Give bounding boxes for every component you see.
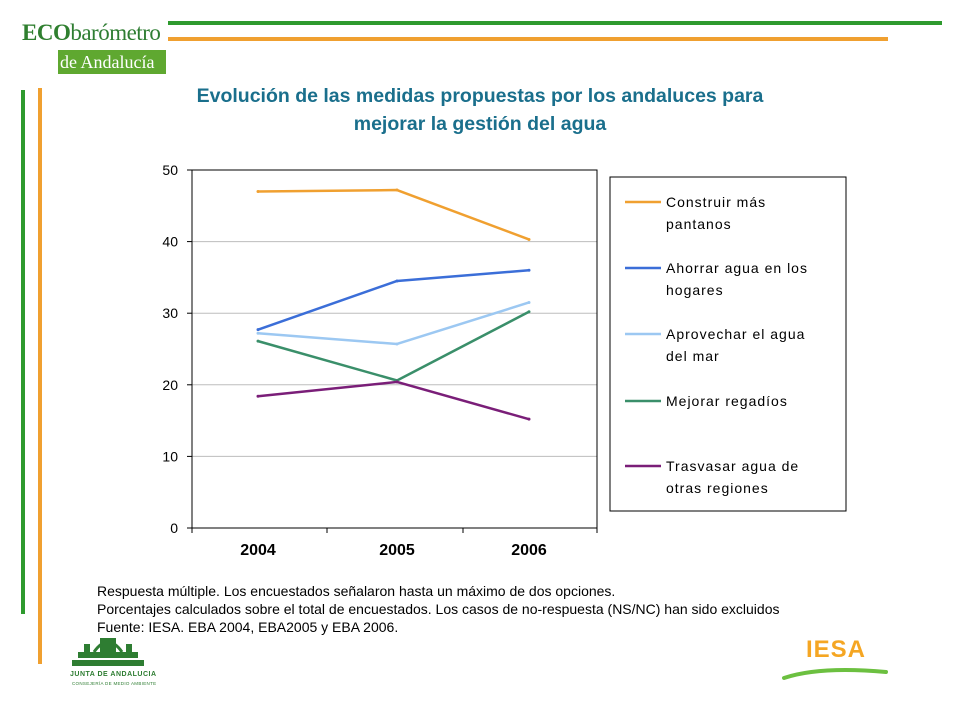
series-3-point-2004 — [256, 331, 260, 335]
x-category-label: 2004 — [240, 542, 276, 559]
chart-title-line-2: mejorar la gestión del agua — [353, 113, 607, 135]
series-line-1 — [257, 188, 530, 241]
series-1-point-2005 — [395, 188, 399, 192]
logo-eco-prefix: ECO — [22, 20, 71, 45]
iesa-logo: IESA — [806, 636, 867, 663]
legend-label-1: pantanos — [666, 216, 732, 232]
gridlines — [192, 169, 597, 457]
chart-title: Evolución de las medidas propuestas por … — [100, 82, 860, 138]
legend-label-5: otras regiones — [666, 480, 769, 496]
junta-subtitle: CONSEJERÍA DE MEDIO AMBIENTE — [72, 681, 157, 686]
legend-box — [609, 176, 847, 512]
legend-label-3: Aprovechar el agua — [666, 326, 805, 342]
series-2-point-2004 — [256, 328, 260, 332]
footnote-multiple: Respuesta múltiple. Los encuestados seña… — [97, 583, 616, 599]
y-tick-label: 40 — [162, 234, 178, 250]
series-5-point-2004 — [256, 394, 260, 398]
iesa-swoosh-icon — [782, 668, 888, 680]
top-rule-orange — [168, 37, 888, 41]
series-1-point-2006 — [527, 237, 531, 241]
junta-andalucia-emblem-icon — [72, 638, 144, 666]
junta-name: JUNTA DE ANDALUCIA — [70, 671, 157, 678]
legend-label-3: del mar — [666, 348, 720, 364]
y-tick-label: 30 — [162, 305, 178, 321]
legend-label-5: Trasvasar agua de — [666, 458, 799, 474]
legend-label-2: Ahorrar agua en los — [666, 260, 808, 276]
legend-label-2: hogares — [666, 282, 724, 298]
series-2-point-2005 — [395, 279, 399, 283]
y-tick-label: 20 — [162, 377, 178, 393]
y-tick-label: 50 — [162, 162, 178, 178]
y-tick-label: 0 — [170, 520, 178, 536]
series-4-point-2006 — [527, 310, 531, 314]
series-line-5 — [257, 380, 530, 421]
top-rule-green — [168, 21, 942, 25]
series-line-3 — [257, 301, 530, 346]
axes: 0 10 20 30 40 50 2004 2005 2006 — [162, 162, 598, 559]
series-5-point-2005 — [395, 380, 399, 384]
left-rule-green — [21, 90, 25, 614]
footnote-percentages: Porcentajes calculados sobre el total de… — [97, 601, 780, 617]
left-rule-orange — [38, 88, 42, 664]
series-3-point-2005 — [395, 342, 399, 346]
logo-eco-suffix: barómetro — [70, 20, 161, 45]
series-lines — [256, 188, 531, 421]
chart-title-line-1: Evolución de las medidas propuestas por … — [196, 85, 764, 107]
series-line-4 — [257, 310, 530, 382]
plot-frame — [191, 169, 598, 529]
legend-label-4: Mejorar regadíos — [666, 393, 788, 409]
legend-label-1: Construir más — [666, 194, 766, 210]
footnote-source: Fuente: IESA. EBA 2004, EBA2005 y EBA 20… — [97, 619, 399, 635]
series-1-point-2004 — [256, 189, 260, 193]
logo-andalucia-banner: de Andalucía — [58, 50, 166, 74]
series-2-point-2006 — [527, 268, 531, 272]
footnotes: Respuesta múltiple. Los encuestados seña… — [97, 582, 917, 636]
series-5-point-2006 — [527, 417, 531, 421]
legend: Construir más pantanos Ahorrar agua en los… — [609, 176, 847, 512]
x-category-label: 2005 — [379, 542, 415, 559]
series-3-point-2006 — [527, 300, 531, 304]
y-tick-label: 10 — [162, 448, 178, 464]
ecobarometro-logo: ECObarómetro — [22, 20, 162, 50]
x-category-label: 2006 — [511, 542, 547, 559]
series-4-point-2004 — [256, 339, 260, 343]
series-line-2 — [257, 268, 530, 331]
